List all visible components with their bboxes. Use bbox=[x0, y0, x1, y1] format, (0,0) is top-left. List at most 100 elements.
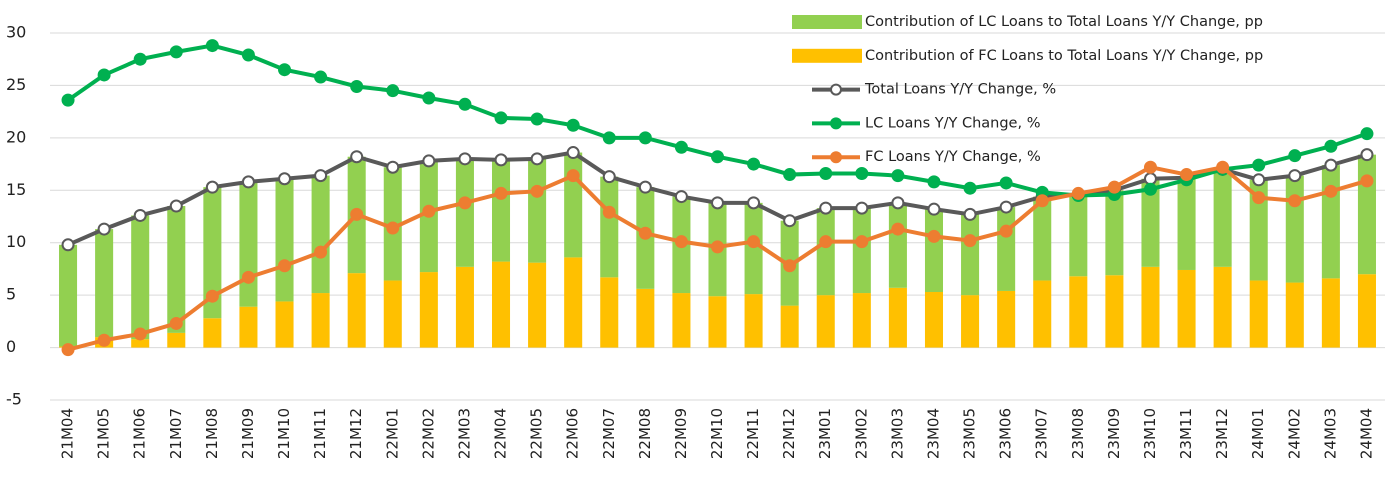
bar bbox=[1069, 194, 1088, 277]
marker bbox=[927, 175, 941, 189]
marker bbox=[747, 235, 761, 249]
bar bbox=[600, 176, 619, 278]
marker bbox=[97, 68, 111, 82]
bar bbox=[239, 181, 258, 307]
marker bbox=[278, 259, 292, 273]
bar bbox=[708, 296, 727, 348]
bar bbox=[1285, 282, 1304, 348]
bar bbox=[1213, 169, 1232, 267]
x-tick-label: 21M12 bbox=[347, 408, 365, 459]
marker bbox=[350, 79, 364, 93]
bar bbox=[1033, 280, 1052, 348]
marker bbox=[999, 224, 1013, 238]
bar bbox=[491, 261, 511, 348]
marker bbox=[891, 196, 905, 210]
marker bbox=[97, 222, 111, 236]
x-tick-label: 23M08 bbox=[1069, 408, 1087, 459]
bar bbox=[744, 202, 763, 295]
x-tick-label: 24M01 bbox=[1249, 408, 1267, 459]
legend-item: Contribution of LC Loans to Total Loans … bbox=[792, 14, 1263, 30]
marker bbox=[963, 181, 977, 195]
bar bbox=[311, 293, 330, 348]
marker bbox=[97, 333, 111, 347]
marker bbox=[1071, 186, 1085, 200]
y-tick-label: 0 bbox=[6, 337, 16, 356]
marker bbox=[999, 176, 1013, 190]
marker bbox=[1324, 158, 1338, 172]
marker bbox=[566, 169, 580, 183]
bar bbox=[816, 208, 835, 296]
marker bbox=[386, 160, 400, 174]
bar bbox=[455, 266, 474, 348]
marker bbox=[494, 111, 508, 125]
marker bbox=[61, 343, 75, 357]
marker bbox=[458, 152, 472, 166]
y-tick-label: -5 bbox=[6, 390, 22, 409]
x-tick-label: 23M04 bbox=[924, 408, 942, 459]
x-tick-label: 21M05 bbox=[95, 408, 113, 459]
marker bbox=[1143, 182, 1157, 196]
y-tick-label: 20 bbox=[6, 127, 26, 146]
legend-marker bbox=[830, 117, 842, 130]
marker bbox=[530, 112, 544, 126]
marker bbox=[1216, 160, 1230, 174]
x-tick-label: 21M06 bbox=[131, 408, 149, 459]
x-tick-label: 21M10 bbox=[275, 408, 293, 459]
marker bbox=[602, 170, 616, 184]
marker bbox=[494, 153, 508, 167]
marker bbox=[1252, 173, 1266, 187]
marker bbox=[241, 175, 255, 189]
bar bbox=[672, 293, 691, 348]
x-tick-label: 22M07 bbox=[600, 408, 618, 459]
x-tick-label: 21M11 bbox=[311, 408, 329, 459]
bar bbox=[961, 295, 980, 348]
marker bbox=[1324, 139, 1338, 153]
marker bbox=[927, 229, 941, 243]
x-tick-label: 23M10 bbox=[1141, 408, 1159, 459]
marker bbox=[566, 118, 580, 132]
legend-label: Total Loans Y/Y Change, % bbox=[864, 82, 1056, 98]
bar bbox=[491, 159, 511, 262]
marker bbox=[566, 146, 580, 160]
bar bbox=[167, 206, 186, 333]
x-tick-label: 22M01 bbox=[383, 408, 401, 459]
marker bbox=[386, 221, 400, 235]
x-tick-label: 22M10 bbox=[708, 408, 726, 459]
x-tick-label: 21M07 bbox=[167, 408, 185, 459]
bar bbox=[1105, 275, 1124, 348]
bar bbox=[528, 262, 547, 348]
x-tick-label: 22M03 bbox=[455, 408, 473, 459]
bar bbox=[1177, 269, 1196, 348]
marker bbox=[1252, 191, 1266, 205]
bar bbox=[275, 301, 294, 348]
marker bbox=[711, 150, 724, 164]
marker bbox=[638, 180, 652, 194]
y-tick-label: 15 bbox=[6, 180, 26, 199]
marker bbox=[674, 235, 688, 249]
bar bbox=[419, 272, 438, 348]
legend-item: Contribution of FC Loans to Total Loans … bbox=[792, 48, 1263, 64]
marker bbox=[783, 214, 797, 228]
marker bbox=[133, 327, 147, 341]
x-tick-label: 24M03 bbox=[1321, 408, 1339, 459]
bar bbox=[528, 158, 547, 263]
x-tick-label: 24M04 bbox=[1357, 408, 1375, 459]
marker bbox=[891, 222, 905, 236]
bar bbox=[383, 280, 402, 348]
x-tick-label: 23M02 bbox=[852, 408, 870, 459]
y-tick-label: 30 bbox=[6, 23, 26, 42]
marker bbox=[638, 131, 652, 145]
marker bbox=[241, 270, 255, 284]
bar bbox=[924, 209, 944, 292]
marker bbox=[1143, 160, 1157, 174]
bar bbox=[961, 214, 980, 296]
bar bbox=[780, 305, 799, 348]
marker bbox=[711, 240, 724, 254]
marker bbox=[1360, 148, 1374, 162]
marker bbox=[530, 152, 544, 166]
bar bbox=[852, 293, 871, 348]
marker bbox=[458, 196, 472, 210]
marker bbox=[1143, 172, 1157, 186]
marker bbox=[1107, 180, 1121, 194]
marker bbox=[422, 154, 436, 168]
